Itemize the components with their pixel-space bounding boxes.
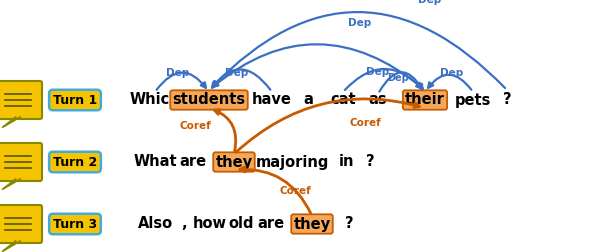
Polygon shape bbox=[2, 117, 20, 127]
Text: as: as bbox=[368, 92, 387, 108]
Text: ?: ? bbox=[503, 92, 511, 108]
Text: Which: Which bbox=[130, 92, 181, 108]
Text: majoring: majoring bbox=[255, 154, 328, 170]
FancyArrowPatch shape bbox=[236, 99, 419, 152]
Text: Dep: Dep bbox=[441, 68, 464, 78]
FancyArrowPatch shape bbox=[345, 69, 421, 90]
Polygon shape bbox=[2, 241, 20, 251]
Text: ,: , bbox=[181, 216, 187, 232]
FancyArrowPatch shape bbox=[156, 73, 206, 90]
Text: Dep: Dep bbox=[167, 68, 190, 78]
FancyBboxPatch shape bbox=[0, 81, 42, 119]
Text: Turn 2: Turn 2 bbox=[53, 155, 97, 169]
Text: Also: Also bbox=[138, 216, 173, 232]
Text: they: they bbox=[293, 216, 330, 232]
FancyArrowPatch shape bbox=[240, 167, 311, 213]
Text: Coref: Coref bbox=[179, 121, 211, 131]
Text: Dep: Dep bbox=[387, 73, 409, 83]
Text: Coref: Coref bbox=[349, 118, 381, 128]
Text: in: in bbox=[338, 154, 354, 170]
Text: Dep: Dep bbox=[348, 18, 371, 28]
FancyArrowPatch shape bbox=[215, 110, 236, 151]
FancyArrowPatch shape bbox=[212, 70, 270, 90]
FancyArrowPatch shape bbox=[428, 75, 471, 90]
Text: What: What bbox=[133, 154, 177, 170]
Text: how: how bbox=[193, 216, 227, 232]
Text: are: are bbox=[258, 216, 285, 232]
Text: ?: ? bbox=[365, 154, 375, 170]
Text: Dep: Dep bbox=[418, 0, 442, 5]
FancyArrowPatch shape bbox=[213, 12, 505, 88]
Text: ?: ? bbox=[345, 216, 353, 232]
Polygon shape bbox=[2, 179, 20, 189]
Text: Turn 3: Turn 3 bbox=[53, 217, 97, 231]
FancyArrowPatch shape bbox=[213, 44, 423, 88]
Text: old: old bbox=[228, 216, 254, 232]
Text: pets: pets bbox=[455, 92, 491, 108]
Text: Dep: Dep bbox=[225, 68, 248, 78]
Text: they: they bbox=[216, 154, 253, 170]
Text: Dep: Dep bbox=[367, 67, 390, 77]
FancyBboxPatch shape bbox=[0, 205, 42, 243]
FancyBboxPatch shape bbox=[0, 143, 42, 181]
Text: their: their bbox=[405, 92, 445, 108]
Text: are: are bbox=[179, 154, 207, 170]
Text: a: a bbox=[303, 92, 313, 108]
Text: have: have bbox=[252, 92, 292, 108]
Text: Turn 1: Turn 1 bbox=[53, 93, 97, 107]
Text: students: students bbox=[173, 92, 245, 108]
Text: Coref: Coref bbox=[279, 186, 311, 196]
FancyArrowPatch shape bbox=[379, 72, 422, 91]
Text: cat: cat bbox=[330, 92, 356, 108]
